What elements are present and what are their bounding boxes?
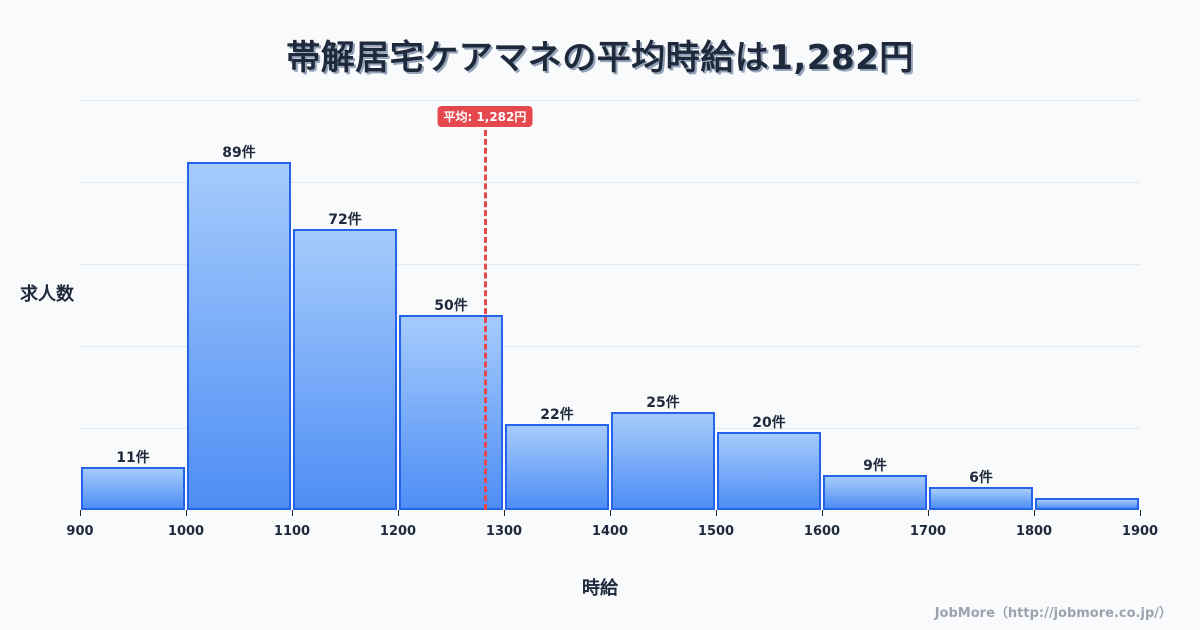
histogram-bar: [399, 314, 503, 510]
x-tick: [504, 510, 505, 516]
histogram-bar: [823, 474, 927, 510]
x-tick: [292, 510, 293, 516]
bar-value-label: 72件: [328, 211, 362, 228]
bar-value-label: 89件: [222, 145, 256, 162]
gridline: [80, 100, 1140, 101]
x-tick: [80, 510, 81, 516]
x-tick-label: 1600: [803, 524, 841, 539]
histogram-bar: [717, 431, 821, 510]
x-tick-label: 1100: [273, 524, 311, 539]
histogram-bar: [1035, 498, 1139, 510]
gridline: [80, 264, 1140, 265]
histogram-bar: [81, 467, 185, 510]
x-tick: [716, 510, 717, 516]
average-badge: 平均: 1,282円: [437, 106, 533, 127]
x-tick-label: 1800: [1015, 524, 1053, 539]
x-tick-label: 1700: [909, 524, 947, 539]
x-tick: [1034, 510, 1035, 516]
x-tick: [186, 510, 187, 516]
histogram-bar: [505, 424, 609, 510]
histogram-bar: [611, 412, 715, 510]
x-tick: [928, 510, 929, 516]
histogram-bar: [293, 228, 397, 510]
bar-value-label: 9件: [863, 457, 887, 474]
average-line: [483, 130, 487, 510]
bar-value-label: 22件: [540, 407, 574, 424]
gridline: [80, 428, 1140, 429]
x-tick: [822, 510, 823, 516]
bar-value-label: 6件: [969, 469, 993, 486]
x-tick-label: 1000: [167, 524, 205, 539]
bar-value-label: 50件: [434, 297, 468, 314]
y-axis-label: 求人数: [20, 284, 74, 305]
x-tick-label: 1500: [697, 524, 735, 539]
gridline: [80, 182, 1140, 183]
x-tick-label: 1200: [379, 524, 417, 539]
bar-value-label: 20件: [752, 414, 786, 431]
chart-title: 帯解居宅ケアマネの平均時給は1,282円: [286, 38, 914, 78]
x-axis-label: 時給: [582, 578, 618, 599]
x-tick: [1140, 510, 1141, 516]
bar-value-label: 11件: [116, 450, 150, 467]
histogram-bar: [187, 162, 291, 510]
x-tick: [610, 510, 611, 516]
x-tick-label: 1400: [591, 524, 629, 539]
bar-value-label: 25件: [646, 395, 680, 412]
x-tick: [398, 510, 399, 516]
gridline: [80, 346, 1140, 347]
x-tick-label: 900: [66, 524, 94, 539]
histogram-bar: [929, 486, 1033, 510]
x-tick-label: 1300: [485, 524, 523, 539]
plot-area: 11件 89件 72件 50件 22件 25件 20件 9件 6件 900 1000 1100 120…: [66, 100, 1158, 539]
x-tick-label: 1900: [1121, 524, 1159, 539]
credit-text: JobMore（http://jobmore.co.jp/）: [934, 606, 1172, 621]
